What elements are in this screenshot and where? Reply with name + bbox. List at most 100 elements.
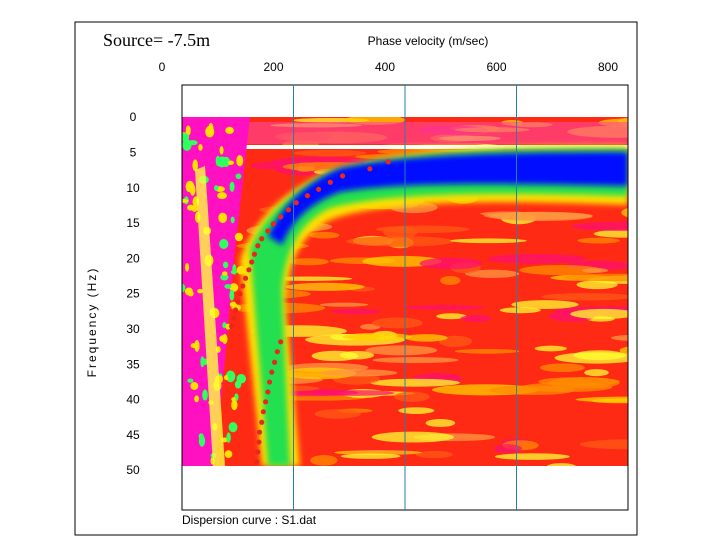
texture [182,139,192,151]
dispersion-point [235,298,241,305]
texture [182,198,189,203]
texture [483,211,593,220]
texture [217,192,227,200]
caption: Dispersion curve : S1.dat [182,513,317,527]
texture [198,435,206,447]
chart-title: Source= -7.5m [103,30,210,50]
texture [229,301,237,308]
dispersion-point [285,207,292,213]
dispersion-point [270,221,277,227]
dispersion-point [339,173,346,179]
texture [184,287,193,296]
texture [365,345,438,356]
dispersion-point [255,449,261,455]
y-tick-label: 5 [130,145,137,159]
texture [440,276,461,285]
dispersion-point [251,251,258,257]
texture [372,317,423,329]
texture [494,444,523,454]
texture [489,385,576,395]
texture [487,253,587,264]
y-tick-label: 20 [126,251,140,265]
outer-frame [74,21,638,536]
y-tick-label: 30 [126,322,140,336]
texture [494,453,570,460]
dispersion-point [242,275,249,281]
texture [511,300,579,309]
dispersion-point [327,179,333,185]
texture [571,221,628,231]
texture [570,308,628,320]
texture [185,262,190,272]
x-tick-label: 0 [159,60,166,74]
texture [372,356,459,364]
y-tick-label: 40 [126,393,140,407]
dispersion-point [246,267,252,273]
dispersion-point [278,214,284,220]
x-tick-label: 800 [598,60,618,74]
texture [220,274,229,281]
texture [231,399,238,411]
texture [309,231,340,239]
texture [582,268,609,273]
dispersion-point [237,291,243,297]
texture [226,432,231,443]
dispersion-point [232,307,239,313]
dispersion-point [259,419,265,425]
texture [216,156,227,168]
texture [398,407,435,414]
texture [221,271,228,276]
texture [190,343,197,349]
dispersion-point [271,359,278,365]
x-tick-label: 200 [263,60,283,74]
texture [201,358,208,366]
texture [195,166,225,466]
texture [185,125,191,136]
dispersion-point [266,379,273,385]
texture [593,229,628,238]
texture [499,307,541,314]
y-tick-label: 25 [126,287,140,301]
texture [182,283,186,293]
texture [222,261,229,269]
texture [348,334,382,339]
dispersion-point [256,429,263,435]
y-tick-label: 10 [126,181,140,195]
texture [346,236,455,247]
y-tick-label: 0 [130,110,137,124]
dispersion-point [269,369,275,375]
texture [415,450,453,459]
dispersion-point [315,186,322,192]
texture [293,149,367,157]
dispersion-point [255,243,261,249]
texture [182,132,190,142]
texture [228,160,234,165]
texture [228,422,238,433]
texture [546,463,577,466]
texture [554,352,628,364]
texture [230,216,235,224]
texture [219,335,228,343]
texture [465,269,520,278]
texture [227,370,232,380]
texture [225,126,234,135]
y-tick-label: 35 [126,357,140,371]
texture [202,389,208,401]
texture [236,155,244,167]
dispersion-point [240,283,246,289]
texture [575,396,628,403]
texture [187,378,194,383]
texture [229,283,239,292]
texture [189,184,196,196]
texture [628,122,650,128]
texture [224,284,232,289]
dispersion-point [304,193,311,199]
texture [219,239,229,249]
x-axis-label: Phase velocity (m/sec) [368,34,489,48]
texture [268,152,628,245]
dispersion-point [367,166,373,172]
texture [218,212,228,224]
texture [198,143,203,151]
dispersion-point [265,228,271,234]
